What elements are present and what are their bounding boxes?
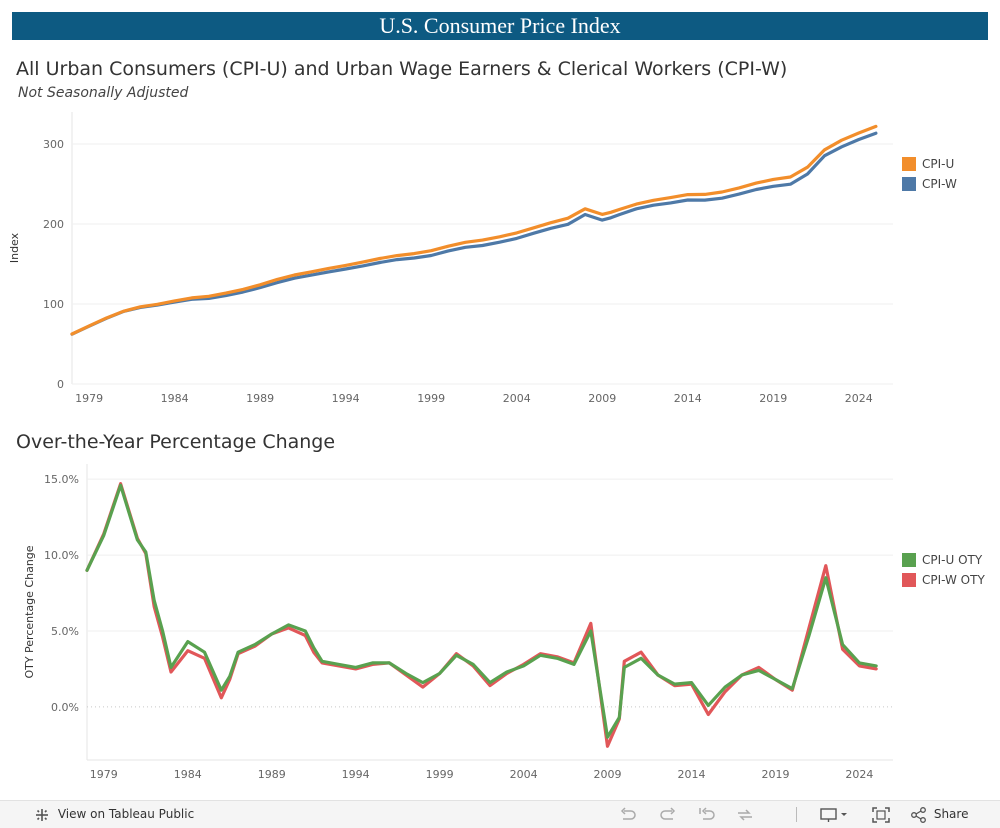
- legend-swatch-cpi-w: [902, 177, 916, 191]
- banner-title: U.S. Consumer Price Index: [379, 13, 621, 38]
- x-tick-label: 2014: [674, 392, 702, 405]
- tableau-logo-icon: [36, 808, 48, 821]
- x-tick-label: 1989: [258, 768, 286, 781]
- y-tick-label: 200: [43, 218, 64, 231]
- refresh-button[interactable]: [735, 801, 755, 828]
- legend-label-cpi-u-oty: CPI-U OTY: [922, 553, 983, 567]
- chart2-title: Over-the-Year Percentage Change: [16, 431, 336, 453]
- revert-button[interactable]: [697, 801, 717, 828]
- download-button[interactable]: [820, 801, 848, 828]
- y-tick-label: 100: [43, 298, 64, 311]
- x-tick-label: 2019: [761, 768, 789, 781]
- x-tick-label: 1984: [161, 392, 189, 405]
- legend-swatch-cpi-u: [902, 157, 916, 171]
- redo-button[interactable]: [658, 801, 678, 828]
- cpi-index-chart[interactable]: 0 100 200 300 1979 1984 1989 1994 1999 2004 2009 20…: [0, 110, 900, 410]
- legend-swatch-cpi-w-oty: [902, 573, 916, 587]
- download-icon: [820, 807, 847, 822]
- legend-label-cpi-u: CPI-U: [922, 157, 955, 171]
- legend-item-cpi-w[interactable]: CPI-W: [902, 174, 957, 194]
- tableau-toolbar: View on Tableau Public Share: [0, 800, 1000, 828]
- fullscreen-icon: [872, 806, 890, 823]
- series-line-cpi-w-oty: [85, 482, 878, 748]
- series-line-cpi-u-oty: [85, 483, 878, 739]
- oty-change-chart[interactable]: 0.0% 5.0% 10.0% 15.0% 1979 1984 1989 1994 1999 20…: [0, 460, 900, 795]
- x-tick-label: 2004: [503, 392, 531, 405]
- x-tick-label: 2014: [678, 768, 706, 781]
- share-icon: [911, 806, 926, 823]
- refresh-icon: [738, 808, 752, 821]
- revert-icon: [699, 806, 715, 820]
- x-tick-label: 1994: [342, 768, 370, 781]
- x-tick-label: 2009: [588, 392, 616, 405]
- x-tick-label: 2019: [759, 392, 787, 405]
- fullscreen-button[interactable]: [872, 801, 890, 828]
- x-tick-label: 2024: [845, 768, 873, 781]
- chart1-title: All Urban Consumers (CPI-U) and Urban Wa…: [16, 58, 788, 80]
- x-tick-label: 1989: [246, 392, 274, 405]
- legend-label-cpi-w-oty: CPI-W OTY: [922, 573, 985, 587]
- y-tick-label: 0: [57, 378, 64, 391]
- undo-button[interactable]: [618, 801, 638, 828]
- series-line-cpi-w: [70, 131, 878, 336]
- legend-item-cpi-u-oty[interactable]: CPI-U OTY: [902, 550, 985, 570]
- share-label: Share: [933, 807, 969, 821]
- legend-item-cpi-w-oty[interactable]: CPI-W OTY: [902, 570, 985, 590]
- view-on-tableau-link[interactable]: View on Tableau Public: [34, 801, 194, 828]
- chart1-subtitle: Not Seasonally Adjusted: [18, 85, 189, 101]
- chart2-legend: CPI-U OTY CPI-W OTY: [902, 550, 985, 590]
- undo-icon: [620, 806, 636, 820]
- y-axis-title: OTY Percentage Change: [23, 545, 36, 678]
- y-tick-label: 10.0%: [44, 549, 79, 562]
- x-tick-label: 2009: [594, 768, 622, 781]
- toolbar-divider: [796, 807, 797, 822]
- y-tick-label: 0.0%: [51, 701, 79, 714]
- view-on-tableau-label: View on Tableau Public: [57, 807, 195, 821]
- chart1-legend: CPI-U CPI-W: [902, 154, 957, 194]
- legend-swatch-cpi-u-oty: [902, 553, 916, 567]
- x-tick-label: 1984: [174, 768, 202, 781]
- x-tick-label: 1994: [332, 392, 360, 405]
- series-line-cpi-u: [70, 124, 878, 336]
- x-tick-label: 1979: [75, 392, 103, 405]
- x-tick-label: 2024: [845, 392, 873, 405]
- dashboard-banner: U.S. Consumer Price Index: [12, 12, 988, 40]
- x-tick-label: 2004: [510, 768, 538, 781]
- share-button[interactable]: Share: [910, 801, 968, 828]
- y-tick-label: 5.0%: [51, 625, 79, 638]
- x-tick-label: 1979: [90, 768, 118, 781]
- y-tick-label: 15.0%: [44, 473, 79, 486]
- redo-icon: [660, 806, 676, 820]
- legend-label-cpi-w: CPI-W: [922, 177, 957, 191]
- y-axis-title: Index: [8, 232, 21, 263]
- legend-item-cpi-u[interactable]: CPI-U: [902, 154, 957, 174]
- x-tick-label: 1999: [417, 392, 445, 405]
- x-tick-label: 1999: [426, 768, 454, 781]
- y-tick-label: 300: [43, 138, 64, 151]
